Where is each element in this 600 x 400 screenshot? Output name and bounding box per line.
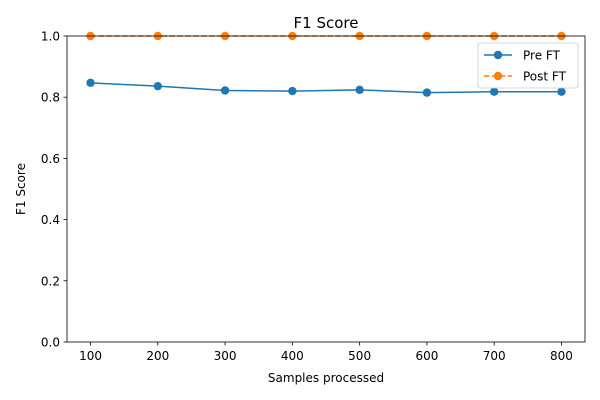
x-tick-label: 100 [79,349,102,363]
series-0-point-3 [288,86,297,96]
legend-marker-0 [493,50,503,60]
series-0-point-1 [153,81,163,91]
series-0-point-6 [489,87,499,96]
series-0-point-0 [86,78,95,88]
legend-marker-1 [493,71,503,81]
series-0-point-2 [220,86,230,95]
y-axis-title: F1 Score [14,163,28,215]
axes-frame [66,35,586,343]
x-axis-title: Samples processed [268,371,384,385]
y-tick-label: 0.2 [41,274,60,288]
x-tick-label: 300 [214,349,237,363]
x-tick-label: 400 [281,349,304,363]
y-tick-label: 0.8 [41,91,60,105]
x-tick-label: 800 [550,349,573,363]
series-0-point-5 [422,88,432,97]
x-tick-label: 200 [146,349,169,363]
y-tick-label: 0.4 [41,213,60,227]
series-0-point-4 [355,85,364,95]
x-tick-label: 600 [415,349,438,363]
legend-label-0: Pre FT [523,49,561,63]
legend-label-1: Post FT [523,70,567,84]
x-tick-label: 700 [483,349,506,363]
chart-title: F1 Score [294,14,359,32]
series-line-0 [90,82,562,94]
plot-area: 100 200 300 400 500 600 700 800 0.0 0.2 0.4 0.6 0.8 1… [41,30,586,363]
y-tick-label: 1.0 [41,30,60,44]
y-tick-label: 0.0 [41,336,60,350]
legend: Pre FT Post FT [477,42,579,89]
series-0-point-7 [557,87,566,96]
x-tick-label: 500 [348,349,371,363]
y-tick-label: 0.6 [41,152,60,166]
